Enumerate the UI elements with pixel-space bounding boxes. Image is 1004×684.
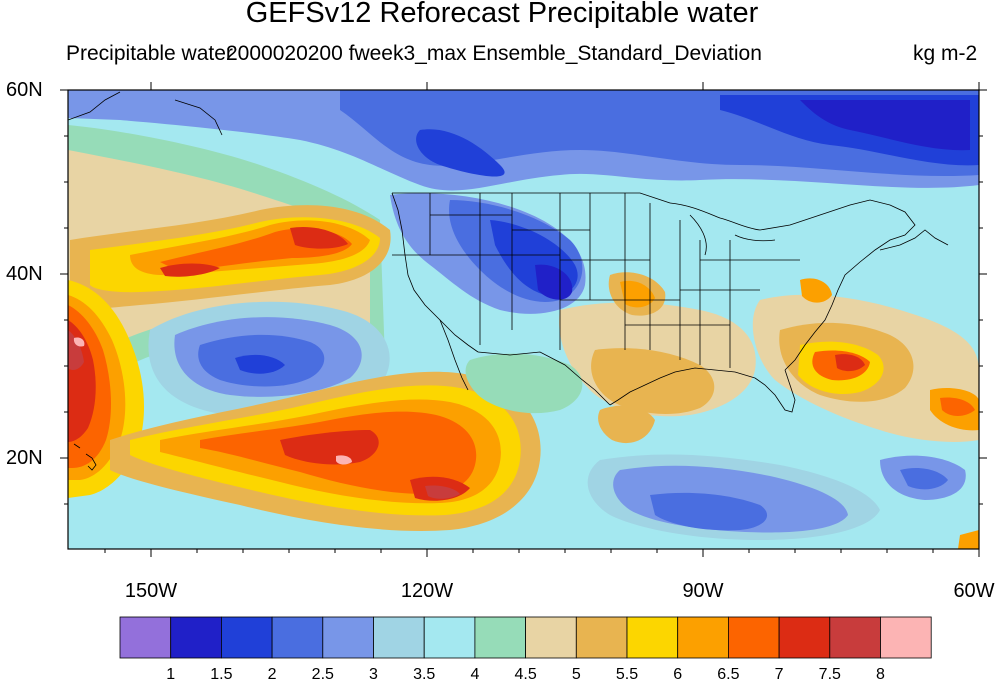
colorbar-label: 5.5 bbox=[615, 666, 639, 683]
lat-label-60n: 60N bbox=[6, 79, 43, 101]
colorbar-label: 2 bbox=[267, 666, 277, 683]
colorbar-swatch bbox=[525, 616, 577, 659]
colorbar-label: 7 bbox=[774, 666, 784, 683]
colorbar-label: 8 bbox=[876, 666, 885, 683]
lon-label-60w: 60W bbox=[953, 580, 995, 602]
colorbar-label: 1.5 bbox=[210, 666, 233, 683]
colorbar-label: 6 bbox=[673, 666, 683, 683]
map-field bbox=[68, 90, 979, 549]
colorbar-label: 3.5 bbox=[413, 666, 436, 683]
axis-ticks bbox=[60, 82, 987, 557]
variable-label: Precipitable water bbox=[66, 42, 233, 65]
lon-label-90w: 90W bbox=[682, 580, 724, 602]
colorbar-swatch bbox=[474, 616, 526, 659]
colorbar-swatch bbox=[119, 616, 172, 659]
colorbar-swatch bbox=[170, 616, 222, 659]
colorbar-label: 7.5 bbox=[818, 666, 841, 683]
colorbar-swatch bbox=[220, 616, 273, 659]
lon-label-150w: 150W bbox=[124, 580, 178, 602]
map-title: GEFSv12 Reforecast Precipitable water bbox=[245, 0, 759, 29]
colorbar-label: 4.5 bbox=[514, 666, 537, 683]
colorbar-swatch bbox=[322, 616, 374, 659]
colorbar-swatch bbox=[626, 616, 679, 659]
colorbar-label: 6.5 bbox=[717, 666, 740, 683]
colorbar-swatch bbox=[575, 616, 628, 659]
coastlines bbox=[68, 91, 949, 471]
colorbar-swatch bbox=[728, 616, 780, 659]
colorbar-swatch bbox=[880, 616, 932, 659]
colorbar-swatch bbox=[778, 616, 831, 659]
units-label: kg m-2 bbox=[913, 42, 978, 65]
lat-label-20n: 20N bbox=[6, 447, 43, 469]
colorbar-label: 5 bbox=[571, 666, 581, 683]
colorbar bbox=[119, 616, 932, 659]
colorbar-swatch bbox=[373, 616, 425, 659]
colorbar-swatch bbox=[271, 616, 324, 659]
colorbar-swatch bbox=[829, 616, 881, 659]
lon-label-120w: 120W bbox=[400, 580, 454, 602]
colorbar-swatch bbox=[677, 616, 729, 659]
colorbar-label: 2.5 bbox=[311, 666, 334, 683]
colorbar-label: 1 bbox=[166, 666, 176, 683]
colorbar-label: 4 bbox=[470, 666, 480, 683]
colorbar-label: 3 bbox=[369, 666, 378, 683]
lat-label-40n: 40N bbox=[6, 263, 43, 285]
colorbar-swatch bbox=[423, 616, 476, 659]
run-description: 2000020200 fweek3_max Ensemble_Standard_… bbox=[226, 42, 762, 65]
